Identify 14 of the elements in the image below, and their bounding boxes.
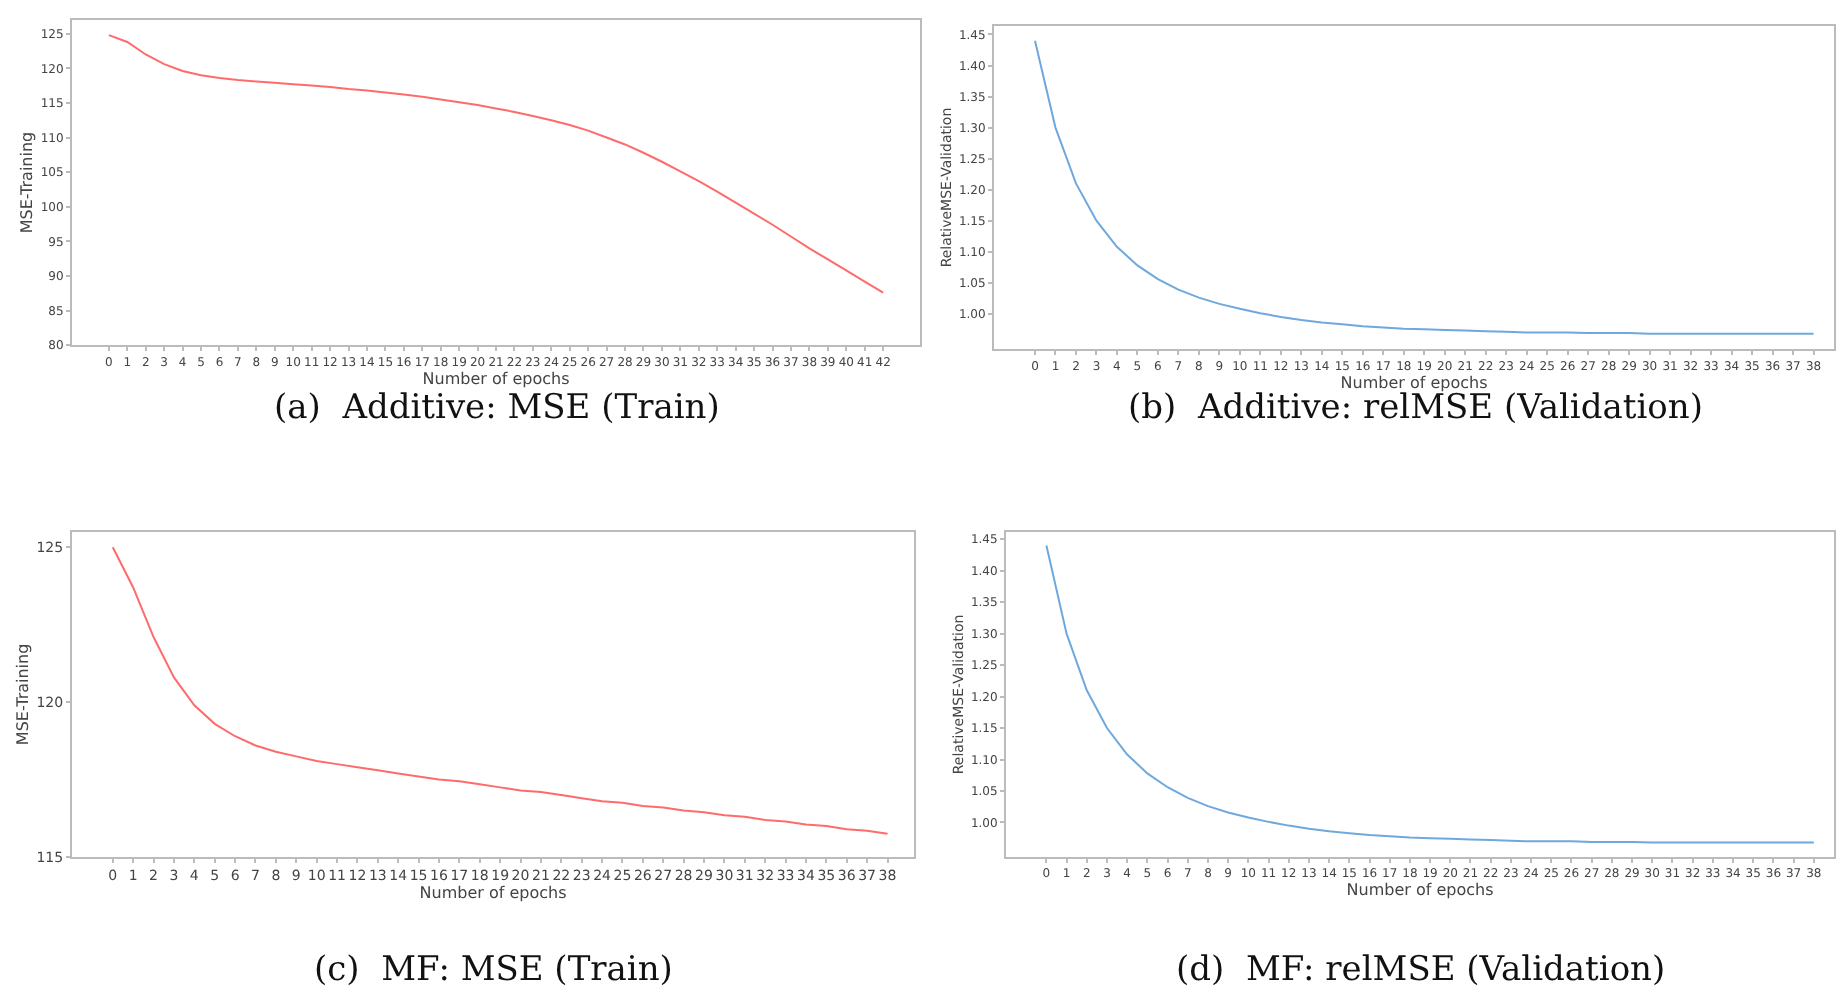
text: (c) MF: MSE (Train) xyxy=(314,950,673,990)
text: (a) Additive: MSE (Train) xyxy=(274,388,720,428)
y-axis-title: MSE-Training xyxy=(13,643,32,746)
line-series xyxy=(107,34,885,294)
x-axis-title: Number of epochs xyxy=(1346,881,1494,900)
text: (d) MF: relMSE (Validation) xyxy=(1176,950,1666,990)
line-series xyxy=(1033,39,1815,335)
x-axis-title: Number of epochs xyxy=(419,883,567,902)
line-series xyxy=(1045,544,1815,844)
y-axis-title: MSE-Training xyxy=(18,131,37,234)
x-axis-title: Number of epochs xyxy=(1340,373,1488,392)
x-axis-title: Number of epochs xyxy=(422,369,570,388)
text: (b) Additive: relMSE (Validation) xyxy=(1128,388,1703,428)
line-series xyxy=(111,546,889,835)
